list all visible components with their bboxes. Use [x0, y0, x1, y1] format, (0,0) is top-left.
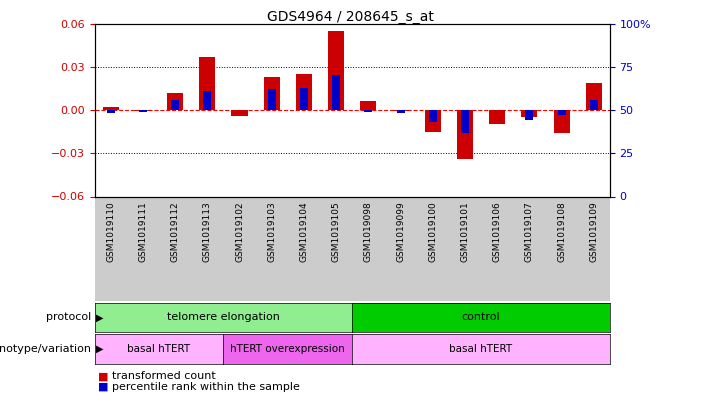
Bar — [135, 110, 151, 112]
Text: GSM1019099: GSM1019099 — [396, 202, 405, 263]
Bar — [328, 31, 344, 110]
Bar — [365, 110, 372, 112]
Bar — [393, 110, 409, 112]
Bar — [525, 110, 533, 120]
Text: GSM1019103: GSM1019103 — [267, 202, 276, 263]
Bar — [171, 100, 179, 110]
Bar — [231, 110, 247, 116]
Text: GDS4964 / 208645_s_at: GDS4964 / 208645_s_at — [267, 10, 434, 24]
Text: GSM1019108: GSM1019108 — [557, 202, 566, 263]
Bar — [167, 93, 183, 110]
Bar — [268, 89, 275, 110]
Text: GSM1019110: GSM1019110 — [107, 202, 115, 263]
Text: GSM1019105: GSM1019105 — [332, 202, 341, 263]
Bar — [522, 110, 538, 117]
Text: GSM1019109: GSM1019109 — [590, 202, 598, 263]
Bar — [300, 88, 308, 110]
Bar — [461, 110, 469, 132]
Bar — [332, 75, 340, 110]
Text: GSM1019102: GSM1019102 — [235, 202, 244, 263]
Text: basal hTERT: basal hTERT — [449, 344, 512, 354]
Text: basal hTERT: basal hTERT — [128, 344, 191, 354]
Bar — [554, 110, 570, 133]
Bar — [457, 110, 473, 159]
Text: transformed count: transformed count — [112, 371, 216, 382]
Bar — [590, 100, 598, 110]
Bar — [296, 74, 312, 110]
Bar — [139, 110, 147, 112]
Bar — [586, 83, 602, 110]
Text: ■: ■ — [98, 382, 109, 392]
Text: telomere elongation: telomere elongation — [167, 312, 280, 322]
Text: ■: ■ — [98, 371, 109, 382]
Text: GSM1019098: GSM1019098 — [364, 202, 373, 263]
Bar — [429, 110, 437, 122]
Bar — [425, 110, 441, 132]
Bar — [557, 110, 566, 115]
Text: GSM1019113: GSM1019113 — [203, 202, 212, 263]
Bar — [203, 91, 212, 110]
Text: GSM1019111: GSM1019111 — [138, 202, 147, 263]
Bar — [264, 77, 280, 110]
Bar — [360, 101, 376, 110]
Text: hTERT overexpression: hTERT overexpression — [231, 344, 345, 354]
Text: GSM1019112: GSM1019112 — [170, 202, 179, 263]
Text: ▶: ▶ — [96, 344, 104, 354]
Bar — [107, 110, 115, 114]
Text: GSM1019106: GSM1019106 — [493, 202, 502, 263]
Bar — [102, 107, 118, 110]
Text: GSM1019104: GSM1019104 — [299, 202, 308, 263]
Bar — [397, 110, 404, 114]
Text: GSM1019107: GSM1019107 — [525, 202, 534, 263]
Text: GSM1019101: GSM1019101 — [461, 202, 470, 263]
Text: genotype/variation: genotype/variation — [0, 344, 91, 354]
Text: ▶: ▶ — [96, 312, 104, 322]
Text: percentile rank within the sample: percentile rank within the sample — [112, 382, 300, 392]
Text: protocol: protocol — [46, 312, 91, 322]
Text: GSM1019100: GSM1019100 — [428, 202, 437, 263]
Text: control: control — [462, 312, 501, 322]
Bar — [489, 110, 505, 125]
Bar — [199, 57, 215, 110]
